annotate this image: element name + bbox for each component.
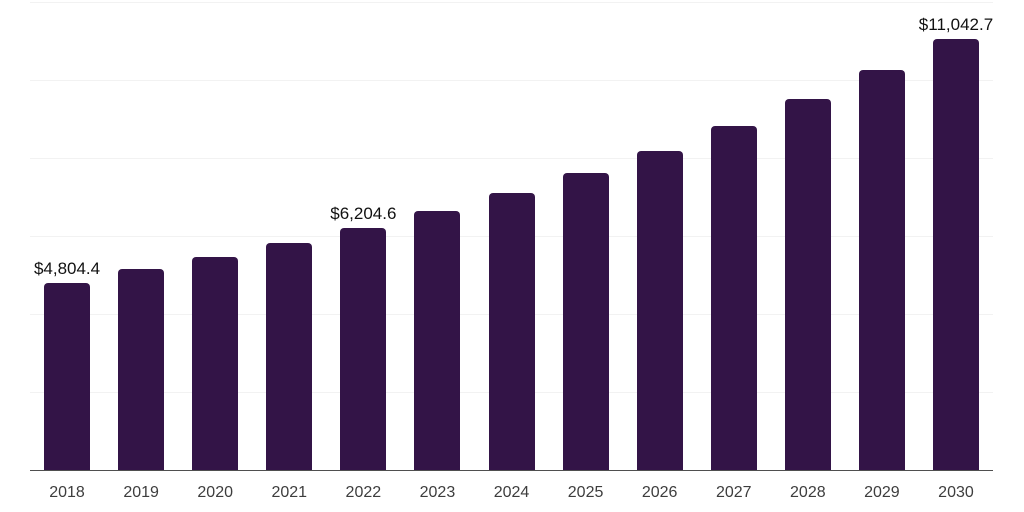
bar-2023 bbox=[414, 211, 461, 470]
x-tick-label-2019: 2019 bbox=[123, 484, 159, 501]
bar-2030 bbox=[932, 39, 979, 470]
bar-band-2021 bbox=[252, 2, 326, 470]
plot-area: $4,804.4 $6,204.6 $11,042.7 bbox=[30, 2, 993, 471]
bar-2020 bbox=[192, 256, 239, 470]
bar-2029 bbox=[858, 69, 905, 470]
gridline-10000 bbox=[30, 80, 993, 81]
bar-2027 bbox=[710, 126, 757, 470]
x-tick-label-2029: 2029 bbox=[864, 484, 900, 501]
value-label-2018: $4,804.4 bbox=[33, 258, 101, 278]
x-tick-label-2030: 2030 bbox=[938, 484, 974, 501]
bar-band-2030: $11,042.7 bbox=[919, 2, 993, 470]
bar-band-2024 bbox=[474, 2, 548, 470]
bar-band-2025 bbox=[549, 2, 623, 470]
bar-band-2020 bbox=[178, 2, 252, 470]
x-tick-label-2024: 2024 bbox=[493, 484, 530, 501]
bar-band-2028 bbox=[771, 2, 845, 470]
bar-band-2026 bbox=[623, 2, 697, 470]
bar-band-2019 bbox=[104, 2, 178, 470]
bar-2019 bbox=[118, 269, 165, 470]
x-tick-label-2025: 2025 bbox=[567, 484, 604, 501]
bar-2025 bbox=[562, 173, 609, 470]
x-tick-label-2021: 2021 bbox=[271, 484, 308, 501]
bar-series: $4,804.4 $6,204.6 $11,042.7 bbox=[30, 2, 993, 470]
bar-2018 bbox=[44, 282, 91, 470]
gridline-8000 bbox=[30, 158, 993, 160]
x-tick-label-2022: 2022 bbox=[345, 484, 382, 501]
bar-band-2018: $4,804.4 bbox=[30, 2, 104, 470]
x-tick-label-2026: 2026 bbox=[641, 484, 678, 501]
bar-band-2029 bbox=[845, 2, 919, 470]
bar-2022 bbox=[340, 228, 387, 470]
value-label-2030: $11,042.7 bbox=[918, 15, 994, 35]
x-tick-label-2018: 2018 bbox=[49, 484, 85, 501]
bar-2021 bbox=[266, 242, 313, 470]
x-axis: 2018 2019 2020 2021 2022 2023 2024 2025 2026 2027… bbox=[30, 471, 993, 502]
bar-band-2027 bbox=[697, 2, 771, 470]
value-label-2022: $6,204.6 bbox=[330, 204, 397, 224]
bar-band-2022: $6,204.6 bbox=[326, 2, 400, 470]
x-tick-label-2023: 2023 bbox=[419, 484, 456, 501]
x-tick-label-2028: 2028 bbox=[790, 484, 826, 501]
x-tick-label-2020: 2020 bbox=[197, 484, 233, 501]
bar-2028 bbox=[784, 98, 831, 470]
bar-band-2023 bbox=[400, 2, 474, 470]
x-tick-label-2027: 2027 bbox=[715, 484, 752, 501]
gridline-12000 bbox=[30, 2, 993, 3]
bar-2024 bbox=[488, 193, 535, 470]
bar-2026 bbox=[636, 151, 683, 470]
